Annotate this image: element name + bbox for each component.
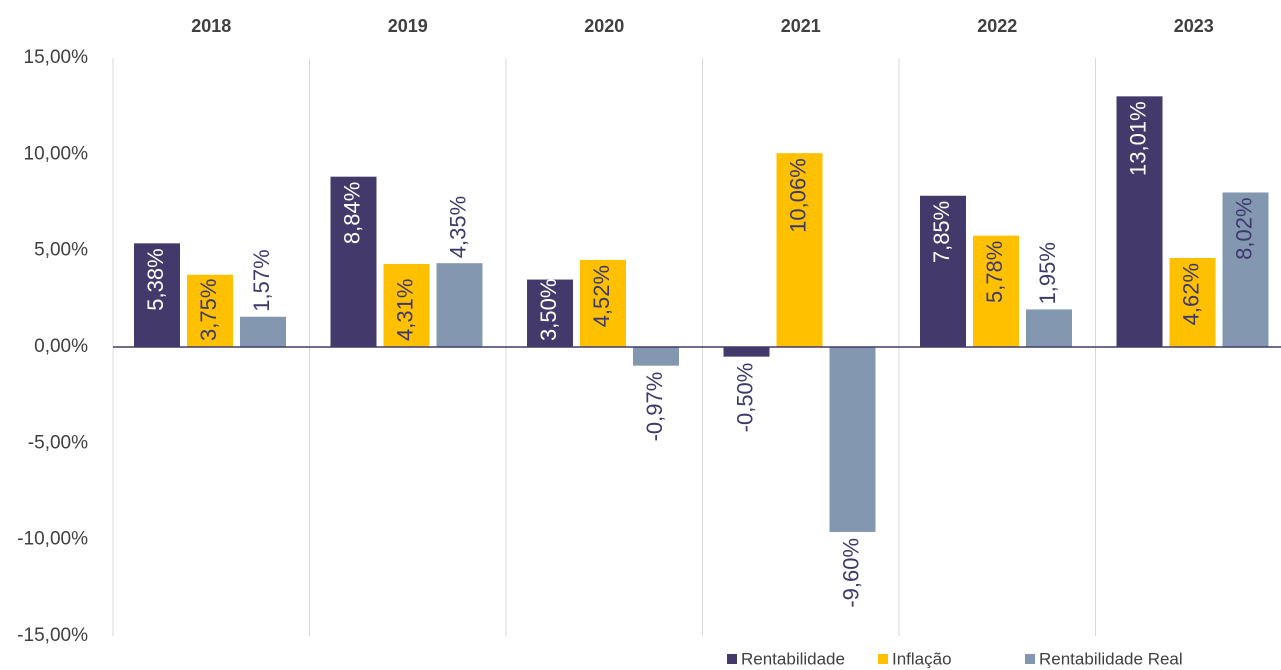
legend-swatch (878, 654, 888, 664)
category-label: 2023 (1174, 16, 1214, 36)
bar (1116, 96, 1163, 347)
legend-label: Rentabilidade Real (1039, 649, 1183, 668)
legend-label: Inflação (892, 649, 952, 668)
data-label: 7,85% (929, 201, 954, 263)
legend-swatch (727, 654, 737, 664)
bar (973, 235, 1019, 347)
legend-label: Rentabilidade (741, 649, 845, 668)
bar (383, 263, 430, 347)
bar (240, 316, 286, 347)
category-label: 2022 (977, 16, 1017, 36)
data-label: 5,38% (143, 248, 168, 310)
bar (580, 259, 626, 347)
y-tick-label: -5,00% (28, 432, 88, 453)
bar (330, 176, 377, 347)
bar (436, 263, 483, 347)
data-label: 4,31% (392, 279, 417, 341)
data-label: 1,57% (249, 249, 274, 311)
data-label: -0,97% (642, 372, 667, 442)
data-label: 4,62% (1178, 263, 1203, 325)
bar (1222, 192, 1269, 347)
category-label: 2018 (191, 16, 231, 36)
data-label: 8,02% (1231, 197, 1256, 259)
category-label: 2019 (388, 16, 428, 36)
y-tick-label: 0,00% (34, 336, 88, 357)
data-label: 4,35% (445, 196, 470, 258)
bar (187, 274, 233, 347)
category-label: 2020 (584, 16, 624, 36)
bar (920, 195, 966, 347)
data-label: 4,52% (589, 265, 614, 327)
bar (633, 347, 679, 366)
data-label: -0,50% (732, 363, 757, 433)
data-label: 3,75% (196, 279, 221, 341)
data-label: 13,01% (1125, 101, 1150, 176)
bar (776, 153, 823, 347)
data-label: 3,50% (536, 279, 561, 341)
y-tick-label: 5,00% (34, 240, 88, 261)
bar (527, 279, 573, 347)
bar (829, 347, 876, 532)
category-label: 2021 (781, 16, 821, 36)
y-tick-label: 15,00% (24, 47, 89, 68)
data-label: 1,95% (1035, 242, 1060, 304)
y-tick-label: 10,00% (24, 143, 89, 164)
data-label: 10,06% (785, 158, 810, 233)
bar (723, 347, 770, 357)
y-tick-label: -10,00% (17, 529, 88, 550)
bar (1169, 257, 1216, 347)
legend-swatch (1025, 654, 1035, 664)
data-label: 8,84% (339, 182, 364, 244)
bar (1026, 309, 1072, 347)
y-tick-label: -15,00% (17, 625, 88, 646)
data-label: 5,78% (982, 241, 1007, 303)
data-label: -9,60% (838, 538, 863, 608)
bar (134, 243, 180, 347)
